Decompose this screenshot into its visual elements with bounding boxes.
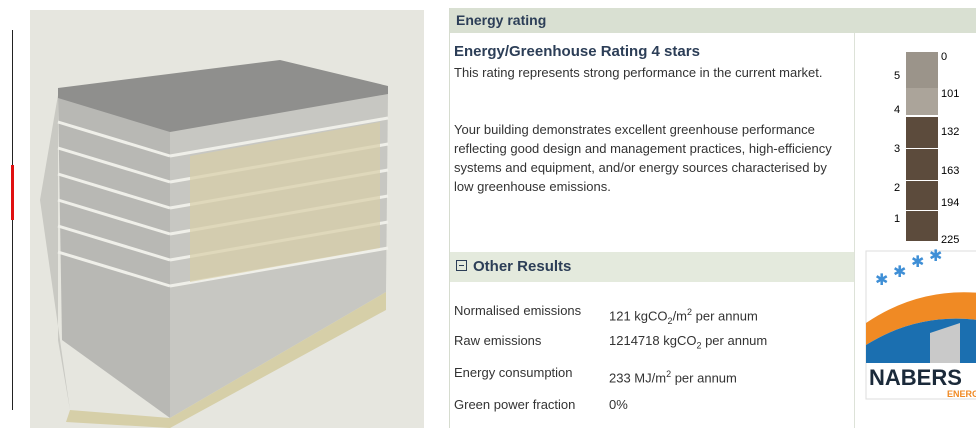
threshold-label: 194	[941, 197, 959, 209]
threshold-label: 101	[941, 88, 959, 100]
rating-heading: Energy/Greenhouse Rating 4 stars	[454, 43, 700, 60]
rating-paragraph: This rating represents strong performanc…	[454, 63, 846, 82]
star-label: 2	[894, 182, 900, 194]
other-results-header[interactable]: Other Results	[450, 252, 854, 282]
building-view	[30, 10, 424, 428]
value-part: /m	[673, 308, 687, 323]
value-part: 121 kgCO	[609, 308, 668, 323]
panel-header: Energy rating	[450, 8, 976, 33]
threshold-label: 132	[941, 126, 959, 138]
logo-name: NABERS	[869, 365, 962, 390]
threshold-label: 163	[941, 165, 959, 177]
value-part: 1214718 kgCO	[609, 333, 696, 348]
result-label: Normalised emissions	[454, 303, 581, 318]
red-marker	[11, 165, 14, 220]
rating-scale: ✱ ✱ ✱ ✱ 0 101 132 163 194 225 5 4 3 2 1 NABERSENERGY	[855, 33, 976, 428]
value-part: per annum	[701, 333, 767, 348]
value-part: per annum	[671, 370, 737, 385]
logo-subtitle: ENERGY	[947, 389, 976, 399]
rating-paragraph: Your building demonstrates excellent gre…	[454, 120, 846, 196]
value-part: per annum	[692, 308, 758, 323]
screen: Energy rating Energy/Greenhouse Rating 4…	[0, 0, 976, 428]
result-label: Green power fraction	[454, 397, 575, 412]
svg-text:✱: ✱	[875, 272, 888, 289]
threshold-label: 225	[941, 234, 959, 246]
result-value: 0%	[609, 397, 628, 412]
star-label: 5	[894, 70, 900, 82]
result-label: Energy consumption	[454, 365, 573, 380]
value-part: 233 MJ/m	[609, 370, 666, 385]
svg-text:✱: ✱	[893, 264, 906, 281]
energy-panel: Energy rating Energy/Greenhouse Rating 4…	[449, 8, 976, 428]
value-part: 0%	[609, 397, 628, 412]
threshold-label: 0	[941, 51, 947, 63]
result-label: Raw emissions	[454, 333, 541, 348]
other-results-title: Other Results	[473, 258, 571, 275]
svg-text:✱: ✱	[911, 254, 924, 271]
result-value: 233 MJ/m2 per annum	[609, 369, 737, 385]
result-value: 121 kgCO2/m2 per annum	[609, 307, 758, 326]
collapse-icon[interactable]	[456, 260, 467, 271]
star-label: 4	[894, 104, 900, 116]
star-label: 1	[894, 213, 900, 225]
result-value: 1214718 kgCO2 per annum	[609, 333, 767, 351]
star-label: 3	[894, 143, 900, 155]
left-edge	[12, 30, 13, 410]
svg-text:✱: ✱	[929, 248, 942, 265]
